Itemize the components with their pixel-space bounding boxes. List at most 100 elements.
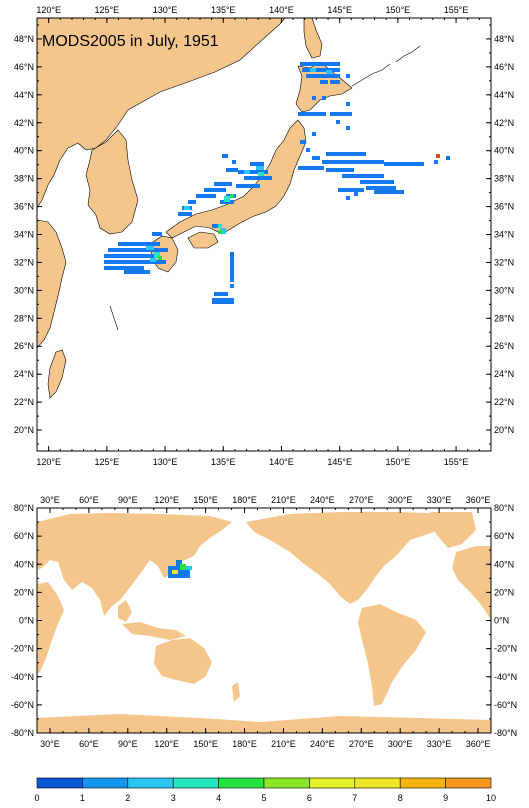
africa bbox=[37, 582, 64, 674]
europe-africa-east bbox=[452, 546, 491, 620]
lat-tick-label: 20°N bbox=[494, 587, 514, 597]
lon-tick-label: 155°E bbox=[444, 5, 469, 15]
colorbar-swatch bbox=[445, 777, 492, 789]
lon-tick-label: 270°E bbox=[349, 739, 374, 749]
colorbar-swatch bbox=[263, 777, 310, 789]
shikoku bbox=[187, 231, 219, 249]
lat-tick-label: 20°N bbox=[494, 425, 514, 435]
lon-tick-label: 300°E bbox=[388, 495, 413, 505]
taiwan bbox=[47, 349, 67, 399]
lat-tick-label: 0°N bbox=[19, 616, 34, 626]
colorbar-swatch bbox=[82, 777, 129, 789]
colorbar-label: 1 bbox=[80, 793, 85, 803]
lon-tick-label: 150°E bbox=[386, 457, 411, 467]
bottom-map-ticks bbox=[36, 507, 492, 734]
antarctica bbox=[37, 714, 491, 733]
lon-tick-label: 90°E bbox=[118, 495, 138, 505]
eurasia bbox=[37, 513, 232, 616]
lon-tick-label: 150°E bbox=[386, 5, 411, 15]
observation-cells bbox=[104, 62, 450, 304]
lat-tick-label: 36°N bbox=[14, 202, 34, 212]
map-title: MODS2005 in July, 1951 bbox=[42, 33, 219, 50]
lat-tick-label: 30°N bbox=[494, 285, 514, 295]
lat-tick-label: 40°N bbox=[494, 146, 514, 156]
mainland-korea bbox=[36, 17, 286, 210]
kuril-islands bbox=[351, 63, 391, 87]
colorbar-label: 2 bbox=[125, 793, 130, 803]
lat-tick-label: -80°N bbox=[11, 728, 34, 738]
lat-tick-label: 34°N bbox=[14, 230, 34, 240]
colorbar-label: 6 bbox=[307, 793, 312, 803]
lat-tick-label: -40°N bbox=[11, 672, 34, 682]
bottom-map-panel: 30°E 60°E 90°E 120°E 150°E 180°E 210°E 240°E 270… bbox=[11, 495, 517, 749]
lon-tick-label: 60°E bbox=[79, 739, 99, 749]
colorbar-label: 3 bbox=[171, 793, 176, 803]
lon-tick-label: 125°E bbox=[95, 5, 120, 15]
top-map-panel: MODS2005 in July, 1951 120°E 125°E 130°E 13… bbox=[14, 5, 514, 467]
lat-tick-label: 20°N bbox=[14, 587, 34, 597]
korea-peninsula bbox=[85, 129, 139, 235]
china-coast bbox=[36, 219, 67, 349]
lon-tick-label: 30°E bbox=[40, 495, 60, 505]
cells-value-4 bbox=[158, 194, 234, 260]
lon-tick-label: 60°E bbox=[79, 495, 99, 505]
lon-tick-label: 240°E bbox=[310, 495, 335, 505]
lat-tick-label: 60°N bbox=[494, 531, 514, 541]
bottom-map-lat-labels-right: 80°N 60°N 40°N 20°N 0°N -20°N -40°N -60°N -80°N bbox=[494, 503, 517, 738]
lat-tick-label: 20°N bbox=[14, 425, 34, 435]
lat-tick-label: 22°N bbox=[494, 397, 514, 407]
lat-tick-label: -80°N bbox=[494, 728, 517, 738]
top-map-lon-labels-top: 120°E 125°E 130°E 135°E 140°E 145°E 150°E 155°E bbox=[36, 5, 468, 15]
lat-tick-label: -60°N bbox=[11, 700, 34, 710]
lat-tick-label: 40°N bbox=[494, 559, 514, 569]
lat-tick-label: 80°N bbox=[494, 503, 514, 513]
lon-tick-label: 120°E bbox=[154, 739, 179, 749]
lon-tick-label: 300°E bbox=[388, 739, 413, 749]
lat-tick-label: -20°N bbox=[11, 644, 34, 654]
lon-tick-label: 360°E bbox=[466, 495, 491, 505]
lat-tick-label: 26°N bbox=[14, 341, 34, 351]
lon-tick-label: 30°E bbox=[40, 739, 60, 749]
colorbar-swatch bbox=[354, 777, 401, 789]
lon-tick-label: 240°E bbox=[310, 739, 335, 749]
lon-tick-label: 120°E bbox=[154, 495, 179, 505]
lat-tick-label: 80°N bbox=[14, 503, 34, 513]
lat-tick-label: 36°N bbox=[494, 202, 514, 212]
australia bbox=[154, 638, 212, 684]
lat-tick-label: 28°N bbox=[14, 313, 34, 323]
lon-tick-label: 135°E bbox=[211, 5, 236, 15]
ryukyu-islands bbox=[109, 305, 119, 331]
lat-tick-label: 44°N bbox=[14, 90, 34, 100]
colorbar-label: 8 bbox=[398, 793, 403, 803]
lon-tick-label: 360°E bbox=[466, 739, 491, 749]
bottom-map-land bbox=[37, 512, 491, 733]
lat-tick-label: 26°N bbox=[494, 341, 514, 351]
lat-tick-label: 28°N bbox=[494, 313, 514, 323]
lat-tick-label: 38°N bbox=[14, 174, 34, 184]
bottom-map-lon-labels-bottom: 30°E 60°E 90°E 120°E 150°E 180°E 210°E 240°E 270… bbox=[40, 739, 490, 749]
top-map-lat-labels-left: 48°N 46°N 44°N 42°N 40°N 38°N 36°N 34°N 32°N 30°N… bbox=[14, 34, 34, 435]
lon-tick-label: 140°E bbox=[269, 5, 294, 15]
lat-tick-label: 32°N bbox=[494, 257, 514, 267]
top-map-ticks bbox=[36, 18, 492, 451]
lon-tick-label: 145°E bbox=[327, 457, 352, 467]
colorbar-label: 9 bbox=[443, 793, 448, 803]
lat-tick-label: 48°N bbox=[494, 34, 514, 44]
cells-value-2 bbox=[146, 68, 332, 262]
lat-tick-label: 40°N bbox=[14, 146, 34, 156]
new-zealand bbox=[232, 682, 240, 702]
colorbar-label: 7 bbox=[352, 793, 357, 803]
bottom-map-lat-labels-left: 80°N 60°N 40°N 20°N 0°N -20°N -40°N -60°N -80°N bbox=[11, 503, 34, 738]
southeast-asia bbox=[118, 600, 132, 622]
colorbar-label: 4 bbox=[216, 793, 221, 803]
lat-tick-label: -60°N bbox=[494, 700, 517, 710]
sakhalin bbox=[303, 17, 323, 59]
lat-tick-label: 40°N bbox=[14, 559, 34, 569]
lat-tick-label: 44°N bbox=[494, 90, 514, 100]
colorbar-labels: 0 1 2 3 4 5 6 7 8 9 10 bbox=[34, 793, 496, 803]
lon-tick-label: 130°E bbox=[153, 457, 178, 467]
colorbar-boxes bbox=[36, 777, 492, 789]
lat-tick-label: 22°N bbox=[14, 397, 34, 407]
lon-tick-label: 210°E bbox=[271, 495, 296, 505]
